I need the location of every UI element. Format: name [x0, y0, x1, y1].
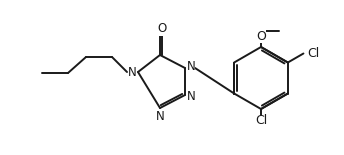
Text: N: N: [128, 66, 136, 78]
Text: O: O: [256, 29, 266, 42]
Text: N: N: [155, 109, 164, 122]
Text: Cl: Cl: [255, 115, 267, 128]
Text: N: N: [187, 89, 195, 102]
Text: Cl: Cl: [307, 47, 320, 60]
Text: N: N: [187, 60, 195, 73]
Text: O: O: [157, 22, 166, 35]
